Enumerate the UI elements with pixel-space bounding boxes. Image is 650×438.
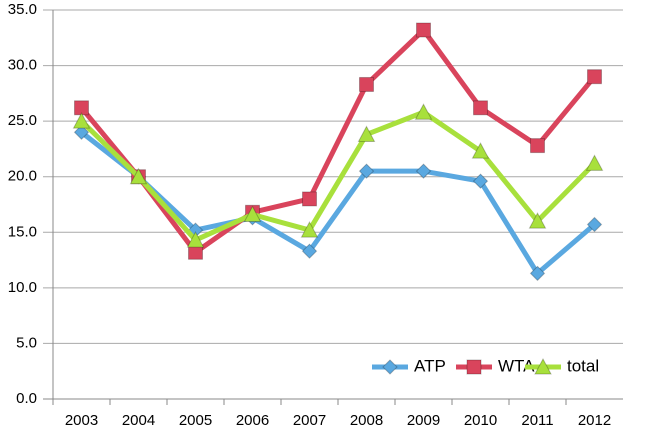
data-point — [129, 167, 148, 185]
y-tick-label: 0.0 — [16, 390, 37, 407]
x-tick-label: 2005 — [179, 412, 212, 429]
data-point — [416, 22, 431, 38]
legend-marker — [534, 357, 552, 375]
x-tick-label: 2004 — [122, 412, 155, 429]
data-point — [302, 191, 317, 207]
y-tick-label: 10.0 — [8, 279, 37, 296]
legend-label: WTA — [498, 356, 535, 375]
series-line — [79, 109, 597, 243]
data-point — [471, 142, 490, 159]
x-tick-label: 2006 — [236, 412, 269, 429]
data-point — [357, 125, 376, 142]
data-point — [530, 138, 545, 154]
data-point — [73, 124, 90, 140]
data-point — [300, 221, 319, 238]
y-tick-label: 30.0 — [8, 57, 37, 74]
data-point — [359, 76, 374, 92]
data-point — [472, 173, 489, 189]
data-point — [586, 216, 603, 233]
data-point — [528, 212, 547, 229]
legend-marker — [382, 359, 398, 375]
data-point — [587, 69, 602, 85]
data-point — [72, 112, 91, 129]
data-point — [473, 100, 488, 116]
legend-label: total — [567, 356, 599, 375]
x-tick-label: 2009 — [407, 412, 440, 429]
y-tick-label: 35.0 — [8, 1, 37, 18]
data-point — [186, 231, 205, 248]
x-tick-label: 2008 — [350, 412, 383, 429]
data-point — [415, 163, 432, 179]
data-point — [414, 103, 433, 120]
legend-label: ATP — [414, 356, 446, 375]
series-line — [79, 27, 597, 255]
legend-marker — [466, 359, 482, 375]
data-point — [529, 265, 546, 282]
x-tick-label: 2011 — [521, 412, 553, 429]
y-tick-label: 20.0 — [8, 168, 37, 185]
data-point — [243, 205, 262, 223]
x-tick-label: 2007 — [293, 412, 326, 429]
data-point — [358, 163, 375, 179]
x-tick-label: 2012 — [578, 412, 611, 429]
data-point — [585, 154, 604, 171]
y-tick-label: 15.0 — [8, 223, 37, 240]
legend: ATP WTA total — [372, 356, 599, 375]
x-tick-label: 2003 — [65, 412, 98, 429]
series-line — [79, 130, 597, 276]
data-point — [301, 243, 318, 259]
y-tick-label: 5.0 — [16, 334, 37, 351]
x-tick-label: 2010 — [464, 412, 497, 429]
y-tick-label: 25.0 — [8, 112, 37, 129]
